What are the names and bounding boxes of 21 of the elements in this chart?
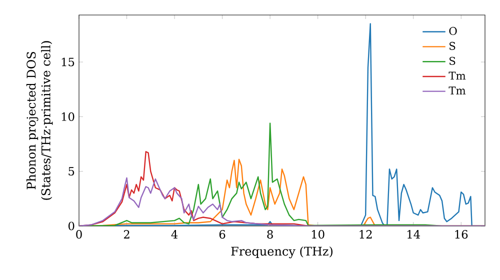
x-tick-label: 14 [408,230,420,238]
x-tick-label: 4 [171,230,178,238]
y-tick-label: 5 [68,167,74,176]
x-tick-label: 0 [76,230,82,239]
legend-label: O [449,26,457,35]
x-tick-label: 12 [360,230,372,238]
x-tick-label: 2 [124,230,130,238]
legend-label: S [450,42,456,50]
x-tick-label: 8 [267,230,273,239]
x-tick-label: 16 [455,230,468,239]
line-series [79,177,485,226]
y-tick-label: 15 [62,58,74,66]
y-tick-label: 0 [68,222,74,230]
y-axis-title: Phonon projected DOS (States/THz·primitive cell) [26,41,53,200]
legend-label: Tm [448,86,466,94]
legend-label: Tm [448,72,466,80]
x-tick-label: 6 [219,230,226,239]
x-tick-label: 10 [312,230,324,239]
y-tick-label: 10 [62,112,74,121]
legend-label: S [450,56,456,65]
x-axis-title: Frequency (THz) [231,246,332,258]
